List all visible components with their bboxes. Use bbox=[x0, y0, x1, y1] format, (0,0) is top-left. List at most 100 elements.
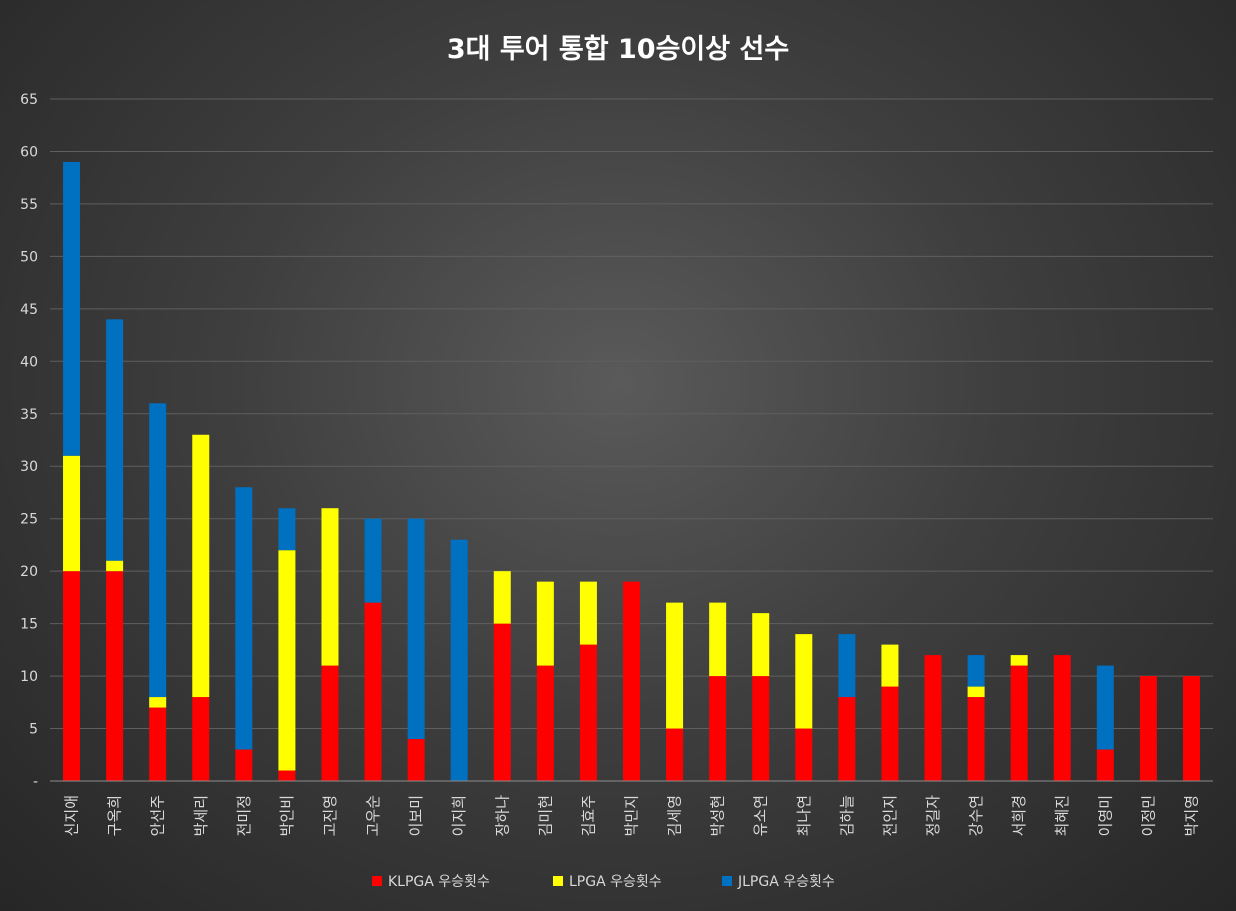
bar-segment-series-1-21 bbox=[967, 686, 985, 698]
category-label: 유소연 bbox=[752, 795, 770, 836]
y-tick-label: 50 bbox=[20, 249, 38, 265]
y-tick-label: - bbox=[33, 774, 38, 790]
bar-segment-series-0-20 bbox=[924, 655, 942, 781]
category-label: 최나연 bbox=[795, 795, 813, 836]
category-label: 이정민 bbox=[1139, 795, 1157, 836]
y-tick-label: 10 bbox=[20, 669, 38, 685]
bar-segment-series-0-1 bbox=[106, 571, 124, 781]
bar-segment-series-0-21 bbox=[967, 697, 985, 781]
y-tick-label: 45 bbox=[20, 302, 38, 318]
y-tick-label: 30 bbox=[20, 459, 38, 475]
category-label: 박인비 bbox=[278, 795, 296, 836]
chart-title: 3대 투어 통합 10승이상 선수 bbox=[447, 34, 789, 65]
bar-segment-series-0-0 bbox=[63, 571, 81, 781]
bar-segment-series-2-0 bbox=[63, 161, 81, 456]
legend-label: KLPGA 우승횟수 bbox=[388, 874, 490, 890]
bar-segment-series-1-0 bbox=[63, 455, 81, 572]
y-tick-label: 65 bbox=[20, 92, 38, 108]
category-label: 전미정 bbox=[235, 795, 253, 836]
category-label: 최혜진 bbox=[1053, 795, 1071, 836]
category-label: 정길자 bbox=[924, 795, 942, 837]
bar-segment-series-2-9 bbox=[450, 539, 468, 781]
category-label: 박민지 bbox=[623, 795, 641, 836]
category-label: 김하늘 bbox=[838, 795, 856, 837]
y-tick-label: 15 bbox=[20, 617, 38, 633]
y-tick-label: 60 bbox=[20, 144, 38, 160]
bar-segment-series-1-19 bbox=[881, 644, 899, 687]
category-label: 고진영 bbox=[321, 795, 339, 836]
bar-segment-series-0-16 bbox=[752, 676, 770, 781]
bar-segment-series-1-15 bbox=[709, 602, 727, 677]
bar-segment-series-0-10 bbox=[493, 623, 511, 781]
bar-segment-series-0-3 bbox=[192, 697, 210, 781]
bar-segment-series-0-17 bbox=[795, 728, 813, 781]
bar-segment-series-2-5 bbox=[278, 508, 296, 551]
y-tick-label: 40 bbox=[20, 354, 38, 370]
category-label: 이보미 bbox=[407, 795, 425, 836]
y-tick-label: 20 bbox=[20, 564, 38, 580]
legend-swatch bbox=[372, 876, 382, 886]
y-tick-label: 35 bbox=[20, 407, 38, 423]
category-label: 박세리 bbox=[192, 795, 210, 836]
bar-segment-series-1-5 bbox=[278, 550, 296, 771]
bar-segment-series-2-18 bbox=[838, 634, 856, 698]
bar-segment-series-0-2 bbox=[149, 707, 167, 781]
bar-segment-series-1-12 bbox=[579, 581, 597, 645]
category-label: 이영미 bbox=[1096, 795, 1114, 836]
category-label: 김미현 bbox=[536, 795, 554, 836]
bar-segment-series-0-22 bbox=[1010, 665, 1028, 781]
bar-segment-series-1-6 bbox=[321, 508, 339, 666]
bar-segment-series-0-23 bbox=[1053, 655, 1071, 781]
bar-segment-series-0-15 bbox=[709, 676, 727, 781]
bar-segment-series-0-25 bbox=[1139, 676, 1157, 781]
bar-segment-series-0-12 bbox=[579, 644, 597, 781]
bar-segment-series-1-16 bbox=[752, 613, 770, 677]
bar-segment-series-2-24 bbox=[1096, 665, 1114, 750]
bar-segment-series-0-14 bbox=[666, 728, 684, 781]
bar-segment-series-0-5 bbox=[278, 770, 296, 781]
category-label: 장하나 bbox=[493, 795, 511, 837]
bar-segment-series-1-14 bbox=[666, 602, 684, 729]
y-tick-label: 25 bbox=[20, 512, 38, 528]
category-label: 안선주 bbox=[149, 795, 167, 836]
bar-segment-series-0-13 bbox=[623, 581, 640, 781]
bar-segment-series-1-11 bbox=[536, 581, 554, 666]
bar-segment-series-0-8 bbox=[407, 739, 425, 781]
bar-segment-series-0-26 bbox=[1182, 676, 1200, 781]
bar-segment-series-2-21 bbox=[967, 655, 985, 687]
bars bbox=[63, 161, 1200, 781]
bar-segment-series-1-10 bbox=[493, 571, 511, 624]
bar-segment-series-2-1 bbox=[106, 319, 124, 561]
legend-swatch bbox=[722, 876, 732, 886]
bar-segment-series-1-2 bbox=[149, 697, 167, 708]
x-axis-categories: 신지애 구옥희 안선주 박세리 전미정 박인비 고진영 고우순 이보미 이지희 장하나 김미현 김효주 박… bbox=[63, 795, 1201, 837]
legend-label: LPGA 우승횟수 bbox=[569, 874, 662, 890]
category-label: 이지희 bbox=[450, 795, 468, 836]
category-label: 박성현 bbox=[709, 795, 727, 836]
bar-segment-series-2-8 bbox=[407, 518, 425, 740]
y-axis-ticks: - 5 10 15 20 25 30 35 40 45 50 55 60 65 bbox=[20, 92, 38, 790]
category-label: 김효주 bbox=[579, 795, 597, 836]
bar-segment-series-0-7 bbox=[364, 602, 382, 781]
bar-segment-series-0-11 bbox=[536, 665, 554, 781]
bar-segment-series-0-24 bbox=[1096, 749, 1114, 781]
category-label: 서희경 bbox=[1010, 795, 1028, 836]
bar-segment-series-1-1 bbox=[106, 560, 124, 572]
bar-segment-series-1-17 bbox=[795, 634, 813, 729]
category-label: 강수연 bbox=[967, 795, 985, 836]
bar-segment-series-1-22 bbox=[1010, 655, 1028, 666]
bar-segment-series-0-6 bbox=[321, 665, 339, 781]
bar-segment-series-1-3 bbox=[192, 434, 210, 698]
bar-segment-series-0-18 bbox=[838, 697, 856, 781]
legend-swatch bbox=[553, 876, 563, 886]
legend: KLPGA 우승횟수 LPGA 우승횟수 JLPGA 우승횟수 bbox=[372, 874, 835, 890]
y-tick-label: 55 bbox=[20, 197, 38, 213]
bar-segment-series-0-4 bbox=[235, 749, 253, 781]
category-label: 전인지 bbox=[881, 795, 899, 836]
y-tick-label: 5 bbox=[29, 722, 38, 738]
category-label: 구옥희 bbox=[106, 795, 124, 836]
bar-segment-series-2-4 bbox=[235, 487, 253, 750]
category-label: 신지애 bbox=[63, 795, 81, 836]
